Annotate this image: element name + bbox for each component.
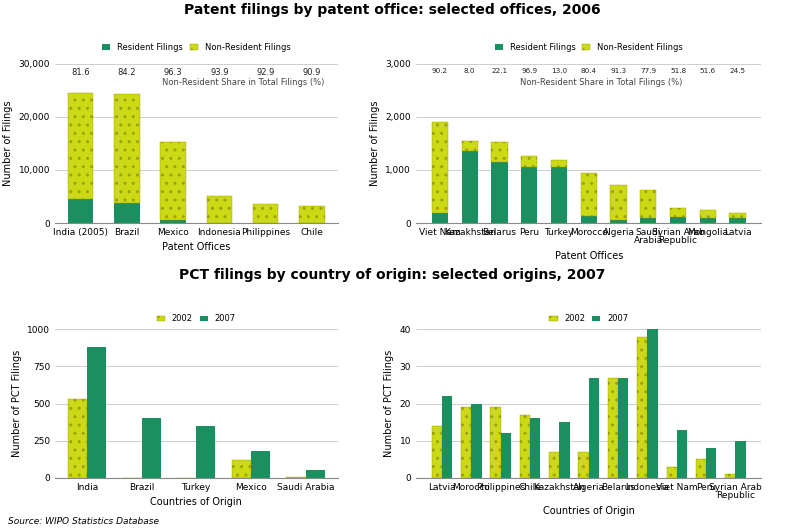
Bar (670, 208, 686, 217)
Bar (501, 433, 511, 478)
Bar (530, 418, 540, 478)
Y-axis label: Number of PCT Filings: Number of PCT Filings (384, 350, 394, 457)
Bar (299, 206, 325, 223)
Bar (670, 217, 686, 223)
Bar (160, 220, 186, 223)
Legend: Resident Filings, Non-Resident Filings: Resident Filings, Non-Resident Filings (99, 39, 294, 55)
Bar (251, 451, 270, 478)
Text: 8.0: 8.0 (464, 68, 476, 74)
Text: 81.6: 81.6 (71, 68, 89, 78)
Bar (87, 347, 106, 478)
Bar (206, 196, 232, 223)
Text: 90.9: 90.9 (303, 68, 321, 78)
Bar (287, 477, 305, 478)
Bar (114, 94, 140, 203)
Bar (432, 426, 442, 478)
Bar (610, 185, 626, 220)
X-axis label: Countries of Origin: Countries of Origin (150, 498, 243, 507)
Text: 22.1: 22.1 (491, 68, 508, 74)
X-axis label: Patent Offices: Patent Offices (162, 243, 231, 252)
Bar (699, 218, 716, 223)
Bar (521, 167, 538, 223)
Bar (491, 162, 508, 223)
Bar (637, 337, 648, 478)
Bar (550, 452, 560, 478)
Bar (551, 160, 568, 167)
Text: 93.9: 93.9 (210, 68, 228, 78)
Y-axis label: Number of PCT Filings: Number of PCT Filings (12, 350, 21, 457)
Text: Patent filings by patent office: selected offices, 2006: Patent filings by patent office: selecte… (184, 3, 601, 16)
Bar (551, 167, 568, 223)
Text: 51.8: 51.8 (670, 68, 686, 74)
Bar (706, 448, 717, 478)
Text: 91.3: 91.3 (611, 68, 626, 74)
Bar (579, 452, 589, 478)
Bar (729, 218, 746, 223)
X-axis label: Patent Offices: Patent Offices (554, 251, 623, 261)
Bar (68, 93, 93, 199)
Bar (589, 378, 599, 478)
Bar (471, 404, 482, 478)
Bar (666, 467, 677, 478)
Text: 24.5: 24.5 (729, 68, 746, 74)
Bar (462, 151, 478, 223)
Bar (160, 142, 186, 220)
Text: 77.9: 77.9 (641, 68, 656, 74)
Bar (581, 216, 597, 223)
Bar (442, 396, 452, 478)
Bar (618, 378, 628, 478)
Bar (141, 418, 161, 478)
Text: 51.6: 51.6 (699, 68, 716, 74)
Y-axis label: Number of Filings: Number of Filings (3, 100, 13, 186)
Bar (491, 407, 501, 478)
Bar (521, 156, 538, 167)
Text: Non-Resident Share in Total Filings (%): Non-Resident Share in Total Filings (%) (162, 78, 325, 87)
Bar (114, 203, 140, 223)
Text: 13.0: 13.0 (551, 68, 567, 74)
Bar (462, 141, 478, 151)
Bar (696, 459, 706, 478)
Bar (305, 470, 325, 478)
Bar (196, 426, 215, 478)
Text: 84.2: 84.2 (118, 68, 136, 78)
Bar (581, 173, 597, 216)
Bar (253, 204, 279, 223)
Bar (68, 399, 87, 478)
Bar (491, 142, 508, 162)
Bar (640, 190, 656, 218)
Bar (520, 415, 530, 478)
Bar (232, 460, 251, 478)
Text: 80.4: 80.4 (581, 68, 597, 74)
Text: 96.9: 96.9 (521, 68, 537, 74)
Legend: Resident Filings, Non-Resident Filings: Resident Filings, Non-Resident Filings (491, 39, 686, 55)
Bar (677, 430, 687, 478)
Text: 92.9: 92.9 (257, 68, 275, 78)
Bar (68, 199, 93, 223)
Bar (736, 441, 746, 478)
Bar (640, 218, 656, 223)
Text: PCT filings by country of origin: selected origins, 2007: PCT filings by country of origin: select… (179, 268, 606, 282)
Text: 96.3: 96.3 (164, 68, 182, 78)
Bar (725, 474, 736, 478)
Bar (560, 422, 570, 478)
X-axis label: Countries of Origin: Countries of Origin (542, 506, 635, 516)
Bar (432, 213, 448, 223)
Bar (648, 329, 658, 478)
Y-axis label: Number of Filings: Number of Filings (370, 100, 380, 186)
Bar (608, 378, 618, 478)
Legend: 2002, 2007: 2002, 2007 (154, 311, 239, 327)
Text: 90.2: 90.2 (432, 68, 448, 74)
Text: Non-Resident Share in Total Filings (%): Non-Resident Share in Total Filings (%) (520, 78, 682, 87)
Text: Source: WIPO Statistics Database: Source: WIPO Statistics Database (8, 517, 159, 526)
Bar (461, 407, 471, 478)
Bar (610, 220, 626, 223)
Bar (432, 122, 448, 213)
Bar (699, 210, 716, 218)
Legend: 2002, 2007: 2002, 2007 (546, 311, 631, 327)
Bar (729, 213, 746, 218)
